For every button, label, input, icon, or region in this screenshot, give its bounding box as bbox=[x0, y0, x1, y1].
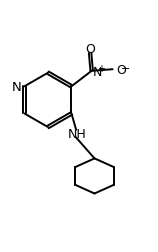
Text: N: N bbox=[92, 66, 102, 79]
Text: NH: NH bbox=[67, 128, 86, 141]
Text: O: O bbox=[85, 43, 95, 56]
Text: −: − bbox=[120, 64, 130, 73]
Text: N: N bbox=[12, 80, 22, 93]
Text: O: O bbox=[116, 64, 126, 76]
Text: +: + bbox=[97, 64, 105, 74]
